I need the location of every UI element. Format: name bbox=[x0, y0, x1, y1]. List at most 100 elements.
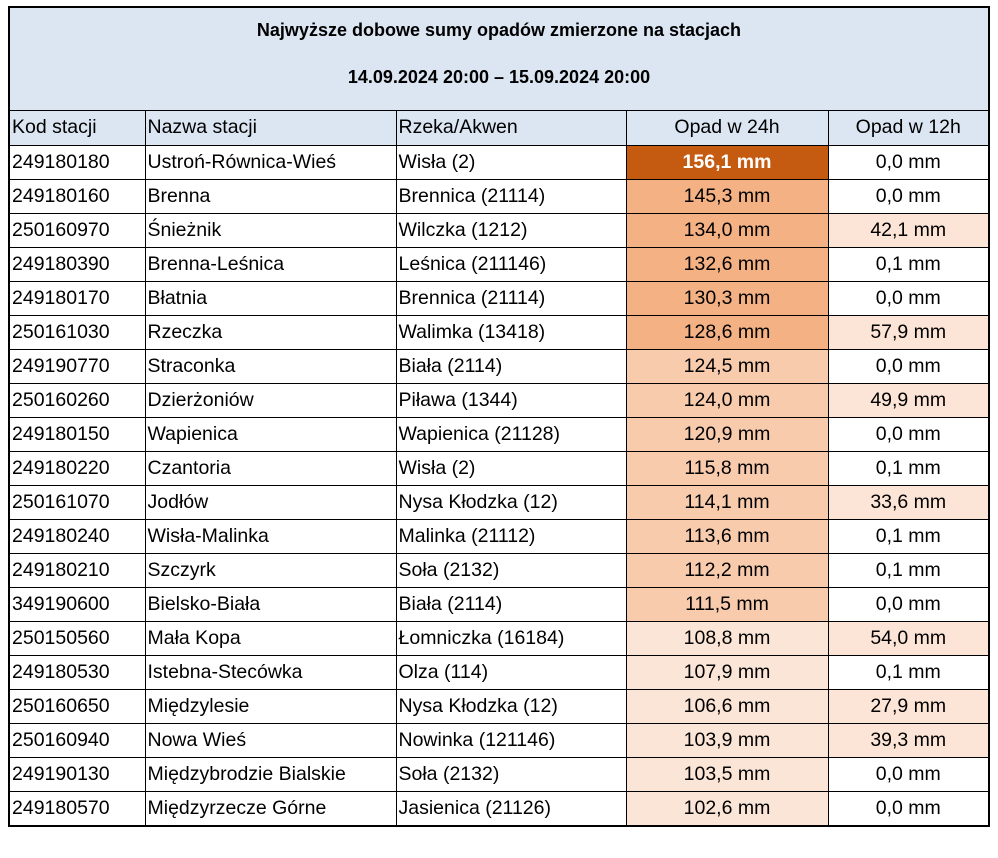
cell-precip-24h: 128,6 mm bbox=[625, 314, 829, 350]
cell-river: Nowinka (121146) bbox=[395, 722, 627, 758]
table-body: 249180180 Ustroń-Równica-Wieś Wisła (2) 156… bbox=[10, 144, 988, 825]
cell-station-code: 249180160 bbox=[10, 178, 146, 214]
table-row: 250161030 Rzeczka Walimka (13418) 128,6 mm 5… bbox=[10, 314, 988, 350]
table-row: 249180150 Wapienica Wapienica (21128) 120,9… bbox=[10, 416, 988, 452]
cell-precip-24h: 156,1 mm bbox=[625, 144, 829, 180]
cell-station-code: 249180170 bbox=[10, 280, 146, 316]
cell-precip-12h: 0,0 mm bbox=[827, 144, 988, 180]
cell-precip-24h: 107,9 mm bbox=[625, 654, 829, 690]
table-row: 249190770 Straconka Biała (2114) 124,5 mm 0,… bbox=[10, 348, 988, 384]
cell-precip-24h: 113,6 mm bbox=[625, 518, 829, 554]
header-code: Kod stacji bbox=[10, 111, 146, 146]
cell-station-name: Nowa Wieś bbox=[144, 722, 397, 758]
cell-river: Leśnica (211146) bbox=[395, 246, 627, 282]
cell-river: Walimka (13418) bbox=[395, 314, 627, 350]
table-title: Najwyższe dobowe sumy opadów zmierzone n… bbox=[256, 20, 742, 40]
cell-station-name: Dzierżoniów bbox=[144, 382, 397, 418]
cell-precip-24h: 145,3 mm bbox=[625, 178, 829, 214]
cell-precip-12h: 39,3 mm bbox=[827, 722, 988, 758]
cell-station-code: 250160650 bbox=[10, 688, 146, 724]
cell-station-name: Rzeczka bbox=[144, 314, 397, 350]
cell-precip-24h: 103,5 mm bbox=[625, 756, 829, 792]
cell-station-code: 249180220 bbox=[10, 450, 146, 486]
cell-river: Brennica (21114) bbox=[395, 178, 627, 214]
table-period: 14.09.2024 20:00 – 15.09.2024 20:00 bbox=[347, 67, 651, 87]
table-row: 249180160 Brenna Brennica (21114) 145,3 mm 0… bbox=[10, 178, 988, 214]
cell-precip-12h: 33,6 mm bbox=[827, 484, 988, 520]
cell-river: Biała (2114) bbox=[395, 348, 627, 384]
cell-precip-12h: 27,9 mm bbox=[827, 688, 988, 724]
cell-station-code: 250160970 bbox=[10, 212, 146, 248]
cell-precip-24h: 130,3 mm bbox=[625, 280, 829, 316]
cell-river: Wisła (2) bbox=[395, 144, 627, 180]
table-row: 250160650 Międzylesie Nysa Kłodzka (12) 106… bbox=[10, 688, 988, 724]
table-row: 349190600 Bielsko-Biała Biała (2114) 111,5 … bbox=[10, 586, 988, 622]
cell-precip-12h: 0,0 mm bbox=[827, 178, 988, 214]
cell-station-name: Międzylesie bbox=[144, 688, 397, 724]
cell-precip-12h: 42,1 mm bbox=[827, 212, 988, 248]
cell-precip-24h: 134,0 mm bbox=[625, 212, 829, 248]
cell-station-code: 249180390 bbox=[10, 246, 146, 282]
cell-precip-24h: 124,0 mm bbox=[625, 382, 829, 418]
table-row: 249180570 Międzyrzecze Górne Jasienica (21… bbox=[10, 790, 988, 825]
cell-precip-12h: 0,0 mm bbox=[827, 416, 988, 452]
cell-station-code: 250161070 bbox=[10, 484, 146, 520]
cell-precip-24h: 106,6 mm bbox=[625, 688, 829, 724]
cell-river: Soła (2132) bbox=[395, 552, 627, 588]
cell-precip-24h: 108,8 mm bbox=[625, 620, 829, 656]
cell-station-name: Mała Kopa bbox=[144, 620, 397, 656]
cell-precip-12h: 49,9 mm bbox=[827, 382, 988, 418]
table-title-block: Najwyższe dobowe sumy opadów zmierzone n… bbox=[10, 8, 988, 111]
cell-station-code: 250161030 bbox=[10, 314, 146, 350]
cell-station-name: Bielsko-Biała bbox=[144, 586, 397, 622]
cell-station-name: Straconka bbox=[144, 348, 397, 384]
cell-river: Brennica (21114) bbox=[395, 280, 627, 316]
precipitation-table: Kod stacji Nazwa stacji Rzeka/Akwen Opad… bbox=[10, 111, 988, 825]
header-p24: Opad w 24h bbox=[625, 111, 829, 146]
cell-precip-24h: 111,5 mm bbox=[625, 586, 829, 622]
cell-station-code: 249180150 bbox=[10, 416, 146, 452]
cell-precip-24h: 103,9 mm bbox=[625, 722, 829, 758]
cell-station-name: Brenna bbox=[144, 178, 397, 214]
cell-precip-12h: 0,0 mm bbox=[827, 280, 988, 316]
cell-precip-12h: 0,1 mm bbox=[827, 246, 988, 282]
cell-river: Łomniczka (16184) bbox=[395, 620, 627, 656]
cell-precip-12h: 0,0 mm bbox=[827, 756, 988, 792]
header-name: Nazwa stacji bbox=[144, 111, 397, 146]
cell-station-name: Błatnia bbox=[144, 280, 397, 316]
cell-precip-24h: 115,8 mm bbox=[625, 450, 829, 486]
table-row: 249180210 Szczyrk Soła (2132) 112,2 mm 0,1 m… bbox=[10, 552, 988, 588]
cell-station-name: Ustroń-Równica-Wieś bbox=[144, 144, 397, 180]
cell-station-code: 249180210 bbox=[10, 552, 146, 588]
table-row: 250160940 Nowa Wieś Nowinka (121146) 103,9 … bbox=[10, 722, 988, 758]
cell-river: Wapienica (21128) bbox=[395, 416, 627, 452]
table-row: 249180180 Ustroń-Równica-Wieś Wisła (2) 156… bbox=[10, 144, 988, 180]
cell-river: Nysa Kłodzka (12) bbox=[395, 688, 627, 724]
cell-station-code: 249180530 bbox=[10, 654, 146, 690]
cell-station-code: 249190770 bbox=[10, 348, 146, 384]
cell-precip-12h: 0,1 mm bbox=[827, 450, 988, 486]
cell-river: Piława (1344) bbox=[395, 382, 627, 418]
cell-station-name: Międzybrodzie Bialskie bbox=[144, 756, 397, 792]
cell-precip-12h: 0,1 mm bbox=[827, 654, 988, 690]
cell-precip-24h: 102,6 mm bbox=[625, 790, 829, 825]
cell-station-name: Szczyrk bbox=[144, 552, 397, 588]
cell-station-name: Międzyrzecze Górne bbox=[144, 790, 397, 825]
cell-precip-24h: 120,9 mm bbox=[625, 416, 829, 452]
header-river: Rzeka/Akwen bbox=[395, 111, 627, 146]
cell-precip-24h: 114,1 mm bbox=[625, 484, 829, 520]
cell-station-name: Wapienica bbox=[144, 416, 397, 452]
cell-river: Jasienica (21126) bbox=[395, 790, 627, 825]
cell-station-code: 349190600 bbox=[10, 586, 146, 622]
cell-river: Nysa Kłodzka (12) bbox=[395, 484, 627, 520]
table-row: 249180220 Czantoria Wisła (2) 115,8 mm 0,1 m… bbox=[10, 450, 988, 486]
header-row: Kod stacji Nazwa stacji Rzeka/Akwen Opad… bbox=[10, 111, 988, 146]
table-row: 249180240 Wisła-Malinka Malinka (21112) 113… bbox=[10, 518, 988, 554]
cell-station-name: Brenna-Leśnica bbox=[144, 246, 397, 282]
table-row: 249190130 Międzybrodzie Bialskie Soła (213… bbox=[10, 756, 988, 792]
cell-station-code: 249190130 bbox=[10, 756, 146, 792]
cell-river: Soła (2132) bbox=[395, 756, 627, 792]
cell-station-code: 250160260 bbox=[10, 382, 146, 418]
cell-precip-12h: 0,0 mm bbox=[827, 790, 988, 825]
cell-station-code: 250160940 bbox=[10, 722, 146, 758]
